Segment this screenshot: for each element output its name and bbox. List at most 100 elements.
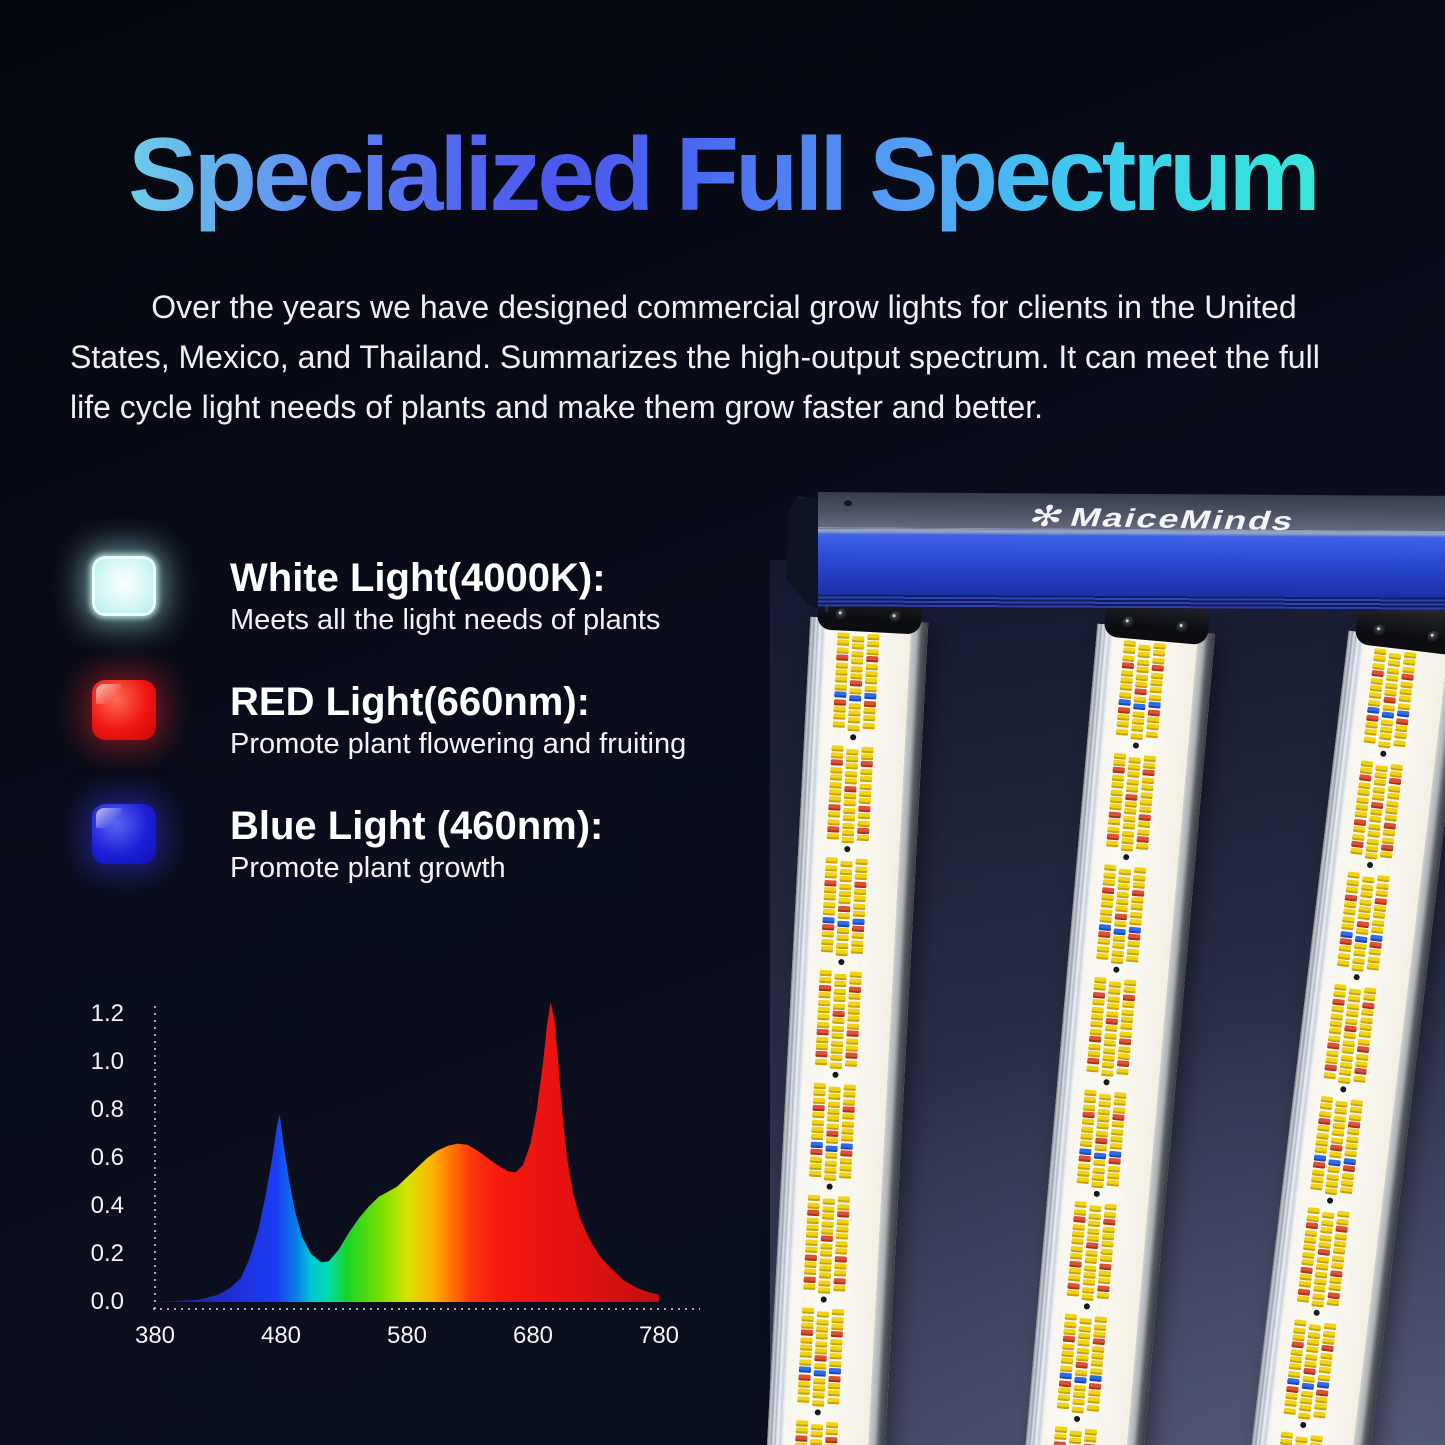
led-cell — [1094, 976, 1109, 984]
led-chip — [833, 698, 847, 706]
led-chip — [1322, 1330, 1336, 1338]
led-chip — [1152, 650, 1166, 658]
led-chip — [1365, 721, 1378, 729]
led-chip — [1148, 701, 1161, 709]
led-cell — [818, 999, 833, 1007]
led-chip — [1102, 879, 1116, 887]
led-chip — [814, 1362, 827, 1370]
led-cell — [1287, 1378, 1303, 1386]
led-cell — [1090, 1367, 1105, 1375]
led-chip — [858, 805, 871, 813]
led-chip — [1367, 699, 1381, 707]
led-cell — [1092, 998, 1107, 1007]
led-chip — [1368, 823, 1381, 831]
led-chip — [1321, 1219, 1334, 1227]
led-cell — [1139, 799, 1155, 807]
screw-dot — [820, 1296, 827, 1303]
led-chip — [1366, 714, 1379, 722]
led-cell — [866, 648, 882, 656]
led-cell — [835, 669, 850, 676]
led-cell — [1315, 1388, 1332, 1397]
led-chip — [798, 1373, 811, 1381]
led-cell — [1353, 1075, 1369, 1083]
screw-dot — [1326, 1197, 1334, 1205]
led-chip — [1092, 991, 1106, 999]
led-cell — [1310, 1183, 1326, 1192]
led-cell — [864, 678, 880, 685]
led-cell — [1378, 740, 1394, 749]
led-chip — [1327, 1166, 1340, 1174]
led-chip — [1368, 692, 1382, 700]
led-chip — [797, 1396, 810, 1403]
led-cell — [828, 803, 843, 811]
led-chip — [1056, 1402, 1070, 1410]
led-cell — [1399, 688, 1415, 696]
led-cell — [1313, 1154, 1330, 1162]
led-chip — [1382, 704, 1396, 712]
led-cell — [1360, 1016, 1376, 1025]
led-cell — [1385, 807, 1401, 815]
led-cell — [1113, 752, 1129, 760]
led-cell — [1143, 754, 1159, 763]
led-chip — [1355, 1053, 1369, 1061]
led-cell — [1053, 1440, 1069, 1445]
led-chip — [1336, 1218, 1349, 1226]
led-chip — [1060, 1357, 1074, 1365]
led-cell — [1103, 1218, 1118, 1226]
led-chip — [1397, 702, 1411, 711]
led-cell — [823, 886, 839, 894]
led-cell — [1364, 728, 1380, 737]
led-cell — [837, 912, 853, 920]
led-chip — [1086, 1404, 1100, 1412]
led-cell — [1091, 1181, 1106, 1189]
led-chip — [859, 783, 872, 790]
led-cell — [1117, 883, 1132, 891]
led-cell — [835, 661, 851, 669]
led-cell — [1093, 1331, 1108, 1339]
led-cell — [1109, 1150, 1124, 1158]
led-chip — [1083, 1096, 1097, 1104]
led-chip — [1370, 677, 1384, 685]
led-cell — [838, 890, 854, 898]
led-chip — [1089, 1375, 1102, 1383]
led-chip — [833, 1285, 846, 1292]
led-cell — [1134, 688, 1149, 696]
led-chip — [1107, 1172, 1120, 1180]
led-cell — [1074, 1201, 1089, 1209]
led-module — [1115, 640, 1174, 740]
page-title: Specialized Full Spectrum — [0, 118, 1445, 233]
led-chip — [1302, 1244, 1316, 1252]
led-cell — [1306, 1214, 1322, 1223]
led-chip — [827, 811, 841, 818]
led-cell — [851, 932, 867, 940]
led-chip — [1298, 1404, 1312, 1413]
led-chip — [863, 700, 877, 707]
led-chip — [1302, 1251, 1315, 1259]
led-cell — [1122, 822, 1138, 830]
led-cell — [1096, 952, 1111, 961]
led-chip — [1353, 818, 1367, 826]
led-chip — [798, 1366, 812, 1374]
led-cell — [836, 654, 851, 662]
led-cell — [1389, 770, 1406, 779]
led-chip — [850, 658, 864, 665]
led-cell — [833, 713, 848, 721]
led-cell — [1396, 710, 1413, 718]
led-chip — [837, 912, 850, 920]
led-chip — [836, 639, 850, 647]
led-chip — [866, 641, 880, 648]
led-chip — [1122, 830, 1135, 838]
led-cell — [1072, 1223, 1088, 1231]
led-module — [1047, 1425, 1105, 1445]
led-chip — [1062, 1335, 1076, 1343]
led-cell — [1402, 666, 1418, 674]
led-chip — [1106, 1180, 1119, 1188]
led-chip — [1314, 1270, 1328, 1279]
led-chip — [1126, 778, 1139, 786]
led-chip — [833, 706, 846, 713]
led-cell — [840, 1150, 855, 1158]
led-chip — [1368, 948, 1382, 957]
led-cell — [825, 1152, 840, 1160]
led-cell — [852, 925, 867, 932]
led-chip — [836, 1218, 849, 1226]
